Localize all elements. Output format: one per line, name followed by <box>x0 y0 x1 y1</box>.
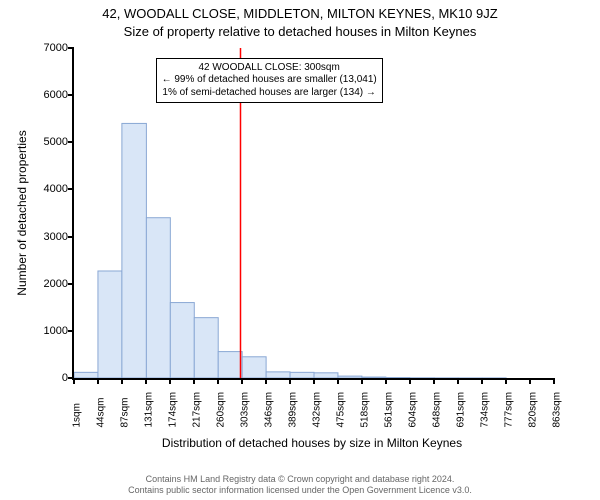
x-tick-label: 303sqm <box>240 392 251 428</box>
x-tick-label: 691sqm <box>456 392 467 428</box>
x-tick-mark <box>193 378 195 384</box>
x-tick-mark <box>433 378 435 384</box>
x-tick-mark <box>241 378 243 384</box>
annotation-line2: ← 99% of detached houses are smaller (13… <box>162 74 377 87</box>
x-tick-mark <box>337 378 339 384</box>
histogram-bar <box>242 357 266 378</box>
x-tick-label: 346sqm <box>264 392 275 428</box>
x-tick-label: 174sqm <box>168 392 179 428</box>
x-tick-mark <box>145 378 147 384</box>
histogram-bar <box>98 271 122 378</box>
x-tick-label: 648sqm <box>432 392 443 428</box>
histogram-bar <box>122 123 147 378</box>
y-tick-mark <box>68 141 74 143</box>
x-tick-label: 777sqm <box>504 392 515 428</box>
title-address: 42, WOODALL CLOSE, MIDDLETON, MILTON KEY… <box>0 6 600 21</box>
x-tick-label: 604sqm <box>407 392 418 428</box>
x-tick-mark <box>505 378 507 384</box>
x-tick-label: 87sqm <box>119 397 130 427</box>
x-tick-mark <box>361 378 363 384</box>
x-tick-label: 389sqm <box>288 392 299 428</box>
x-tick-mark <box>529 378 531 384</box>
x-tick-label: 1sqm <box>72 403 83 427</box>
x-tick-mark <box>169 378 171 384</box>
x-tick-label: 820sqm <box>528 392 539 428</box>
x-tick-label: 518sqm <box>359 392 370 428</box>
histogram-bar <box>218 352 242 378</box>
histogram-bar <box>170 303 194 378</box>
y-tick-mark <box>68 283 74 285</box>
footer-attribution: Contains HM Land Registry data © Crown c… <box>0 474 600 496</box>
histogram-bar <box>146 218 170 378</box>
x-tick-mark <box>265 378 267 384</box>
x-tick-label: 561sqm <box>383 392 394 428</box>
x-tick-label: 734sqm <box>480 392 491 428</box>
x-tick-mark <box>385 378 387 384</box>
y-tick-mark <box>68 94 74 96</box>
x-tick-mark <box>73 378 75 384</box>
annotation-line1: 42 WOODALL CLOSE: 300sqm <box>162 62 377 75</box>
annotation-box: 42 WOODALL CLOSE: 300sqm ← 99% of detach… <box>156 58 383 104</box>
x-tick-label: 217sqm <box>192 392 203 428</box>
x-tick-label: 475sqm <box>335 392 346 428</box>
histogram-bar <box>314 373 338 378</box>
x-axis-label: Distribution of detached houses by size … <box>72 436 552 450</box>
y-tick-mark <box>68 188 74 190</box>
y-tick-mark <box>68 47 74 49</box>
histogram-bar <box>266 372 290 378</box>
histogram-bar <box>194 318 218 378</box>
histogram-bar <box>362 377 386 378</box>
x-tick-label: 260sqm <box>216 392 227 428</box>
x-tick-mark <box>313 378 315 384</box>
y-tick-mark <box>68 330 74 332</box>
annotation-line3: 1% of semi-detached houses are larger (1… <box>162 87 377 100</box>
x-tick-mark <box>553 378 555 384</box>
chart-plot: 42 WOODALL CLOSE: 300sqm ← 99% of detach… <box>72 48 554 380</box>
x-tick-mark <box>217 378 219 384</box>
x-tick-mark <box>457 378 459 384</box>
histogram-bar <box>74 372 98 378</box>
x-tick-mark <box>121 378 123 384</box>
footer-line1: Contains HM Land Registry data © Crown c… <box>0 474 600 485</box>
x-tick-mark <box>481 378 483 384</box>
x-tick-label: 432sqm <box>312 392 323 428</box>
histogram-bar <box>338 376 362 378</box>
footer-line2: Contains public sector information licen… <box>0 485 600 496</box>
y-tick-mark <box>68 236 74 238</box>
x-tick-mark <box>409 378 411 384</box>
x-tick-label: 863sqm <box>552 392 563 428</box>
x-tick-mark <box>97 378 99 384</box>
y-axis-label: Number of detached properties <box>15 130 29 295</box>
histogram-bar <box>290 372 314 378</box>
x-tick-mark <box>289 378 291 384</box>
x-tick-label: 131sqm <box>144 392 155 428</box>
title-subtitle: Size of property relative to detached ho… <box>0 24 600 39</box>
x-tick-label: 44sqm <box>95 397 106 427</box>
